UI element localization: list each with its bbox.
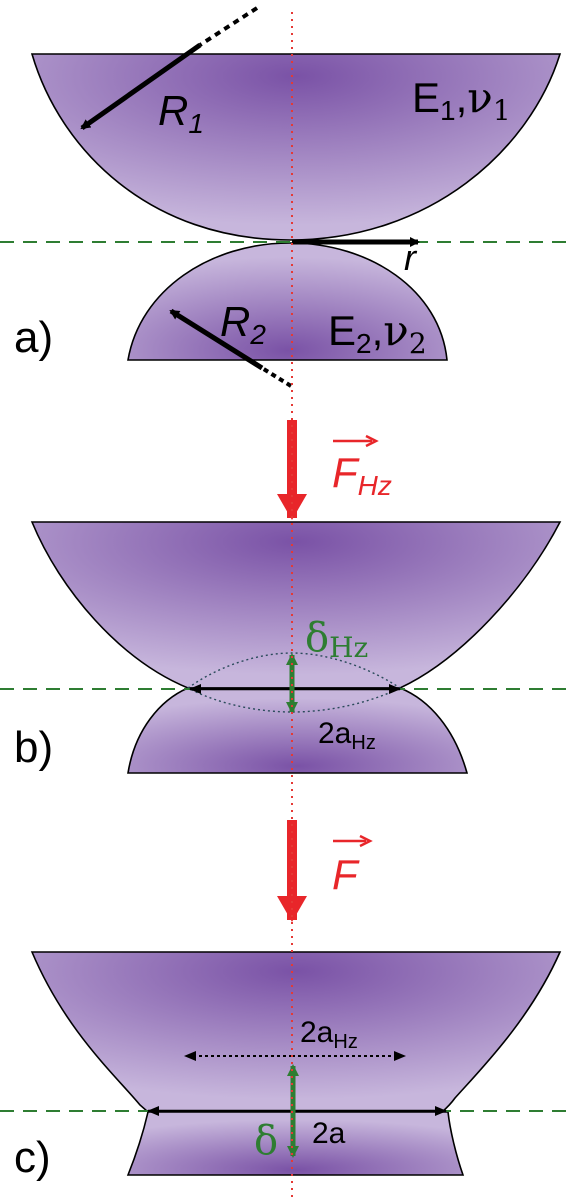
contact-width-label: 2aHz xyxy=(318,717,376,754)
lower-body xyxy=(127,687,469,774)
panel-c: F 2aHz δ 2a c) xyxy=(0,820,573,1182)
panel-a-tag: a) xyxy=(14,313,53,362)
reference-width-label: 2aHz xyxy=(300,1016,358,1053)
force-label: FHz xyxy=(332,434,392,501)
panel-b: FHz δHz 2aHz b) xyxy=(0,420,573,774)
panel-b-tag: b) xyxy=(14,723,53,772)
radius2-arrow xyxy=(169,308,264,371)
radius2-extension xyxy=(260,366,293,388)
upper-body xyxy=(30,521,562,689)
force-label: F xyxy=(332,834,373,898)
radial-axis-label: r xyxy=(404,237,418,278)
svg-text:F: F xyxy=(332,851,360,898)
upper-body xyxy=(30,951,562,1113)
upper-body xyxy=(30,53,562,241)
material1-label: E1,ν1 xyxy=(412,73,511,127)
radius2-label: R2 xyxy=(220,298,266,350)
indentation-label: δ xyxy=(254,1118,278,1164)
contact-width-label: 2a xyxy=(312,1117,346,1150)
lower-body xyxy=(127,242,448,361)
svg-text:FHz: FHz xyxy=(332,449,392,501)
material2-label: E2,ν2 xyxy=(328,306,427,360)
panel-a: R1 E1,ν1 R2 E2,ν2 r a) xyxy=(0,6,573,388)
radius1-arrow xyxy=(80,42,202,131)
panel-c-tag: c) xyxy=(14,1133,51,1182)
indentation-label: δHz xyxy=(305,615,368,664)
radius1-extension xyxy=(198,6,259,47)
radius1-label: R1 xyxy=(158,87,204,139)
